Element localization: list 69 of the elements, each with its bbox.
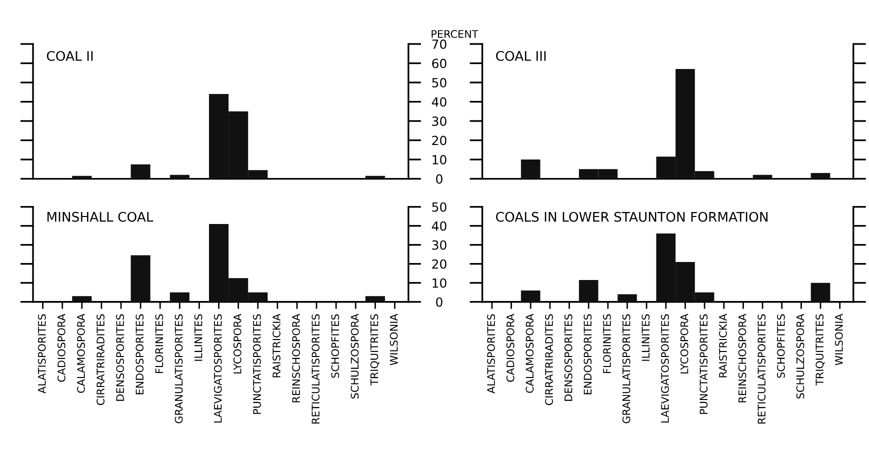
x-tick-label: RAISTRICKIA (272, 314, 280, 378)
x-tick-label: LYCOSPORA (233, 314, 242, 374)
y-tick-label: 0 (436, 297, 442, 307)
x-tick-label: ALATISPORITES (487, 314, 495, 394)
x-tick-label: PUNCTATISPORITES (700, 314, 708, 414)
y-tick-label: 40 (432, 97, 446, 107)
bar (618, 294, 637, 302)
x-tick-label: ENDOSPORITES (136, 314, 144, 394)
x-tick-label: SCHULZOSPORA (796, 314, 804, 399)
chart-title: COAL II (46, 50, 93, 61)
y-tick-label: 20 (432, 136, 446, 146)
x-tick-label: WILSONIA (834, 314, 843, 366)
y-tick-label: 10 (432, 278, 446, 288)
y-axis-title: PERCENT (432, 30, 478, 38)
y-tick-label: 30 (432, 116, 446, 126)
x-tick-label: SCHULZOSPORA (350, 314, 359, 399)
x-tick-label: RETICULATISPORITES (312, 314, 320, 424)
x-tick-label: FLORINITES (155, 314, 164, 373)
x-tick-label: LAEVIGATOSPORITES (214, 314, 222, 422)
y-tick-label: 0 (436, 174, 442, 184)
y-tick-label: 40 (432, 221, 446, 231)
bar (130, 164, 150, 179)
x-tick-label: RAISTRICKIA (719, 314, 727, 378)
bar (170, 174, 190, 179)
x-tick-label: CIRRATRIRADITES (545, 314, 553, 406)
y-tick-label: 20 (432, 259, 446, 269)
bar (130, 255, 150, 302)
bar (578, 280, 598, 302)
y-tick-label: 10 (432, 154, 446, 164)
x-tick-label: RETICULATISPORITES (758, 314, 766, 424)
x-tick-label: TRIQUITRITES (816, 314, 825, 386)
y-tick-label: 60 (432, 58, 446, 68)
bar (170, 292, 190, 302)
x-tick-label: DENSOSPORITES (116, 314, 124, 401)
x-tick-label: ILLINITES (642, 314, 650, 361)
x-tick-label: PUNCTATISPORITES (253, 314, 261, 414)
x-tick-label: CADIOSPORA (506, 314, 514, 382)
x-tick-label: CALAMOSPORA (526, 314, 534, 393)
x-tick-label: REINSCHOSPORA (738, 314, 746, 402)
bar (520, 290, 540, 302)
x-tick-label: SCHOPFITES (331, 314, 340, 378)
y-tick-label: 70 (432, 39, 446, 49)
x-tick-label: CALAMOSPORA (77, 314, 85, 393)
x-tick-label: LAEVIGATOSPORITES (661, 314, 669, 422)
x-tick-label: GRANULATISPORITES (622, 314, 630, 424)
x-tick-label: TRIQUITRITES (370, 314, 380, 386)
x-tick-label: ENDOSPORITES (584, 314, 592, 394)
x-tick-label: FLORINITES (603, 314, 611, 373)
x-tick-label: LYCOSPORA (680, 314, 688, 374)
chart-title: MINSHALL COAL (47, 212, 154, 222)
bar (72, 296, 92, 302)
bar (810, 173, 830, 179)
y-tick-label: 50 (432, 78, 446, 88)
y-tick-label: 30 (432, 240, 446, 250)
bar (810, 282, 830, 302)
x-tick-label: WILSONIA (390, 314, 398, 366)
chart-title: COALS IN LOWER STAUNTON FORMATION (496, 212, 768, 222)
x-tick-label: SCHOPFITES (776, 314, 785, 378)
x-tick-label: GRANULATISPORITES (174, 314, 183, 424)
chart-title: COAL III (496, 50, 546, 61)
x-tick-label: ALATISPORITES (38, 314, 46, 394)
x-tick-label: ILLINITES (194, 314, 202, 361)
x-tick-label: CADIOSPORA (57, 314, 66, 382)
bar (520, 160, 540, 179)
y-tick-label: 50 (432, 202, 446, 212)
x-tick-label: CIRRATRIRADITES (96, 314, 104, 406)
bar (365, 296, 385, 302)
x-tick-label: DENSOSPORITES (564, 314, 572, 401)
x-tick-label: REINSCHOSPORA (292, 314, 300, 402)
